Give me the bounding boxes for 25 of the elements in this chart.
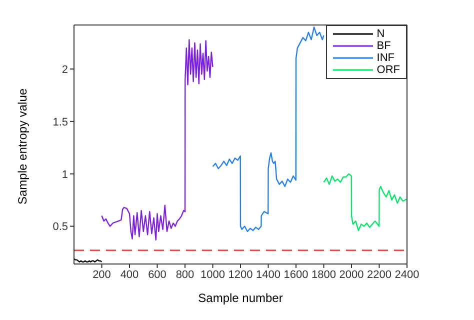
legend-label: ORF	[376, 64, 400, 76]
x-tick-label: 1800	[312, 268, 336, 281]
x-tick-label: 800	[176, 268, 194, 281]
x-tick-label: 2200	[367, 268, 392, 281]
line-series	[101, 39, 214, 240]
y-axis-title: Sample entropy value	[15, 88, 30, 204]
x-tick-label: 400	[120, 268, 139, 281]
y-tick-label: 1	[62, 168, 68, 181]
legend-label: INF	[376, 52, 394, 64]
x-tick-label: 1600	[284, 268, 308, 281]
y-tick-label: 0.5	[52, 221, 68, 234]
x-tick-label: 2400	[394, 268, 420, 281]
line-series	[323, 173, 407, 232]
y-tick-label: 2	[62, 64, 68, 76]
x-tick-label: 200	[92, 268, 111, 281]
line-series	[212, 26, 324, 232]
x-tick-label: 1200	[228, 268, 253, 281]
x-axis-title: Sample number	[198, 291, 283, 305]
x-tick-label: 600	[148, 268, 166, 281]
x-tick-label: 1000	[200, 268, 225, 281]
x-tick-label: 1400	[256, 268, 280, 281]
x-tick-label: 2000	[339, 268, 364, 281]
y-tick-label: 1.5	[52, 116, 68, 128]
legend-label: N	[376, 28, 385, 40]
legend-label: BF	[376, 40, 391, 52]
